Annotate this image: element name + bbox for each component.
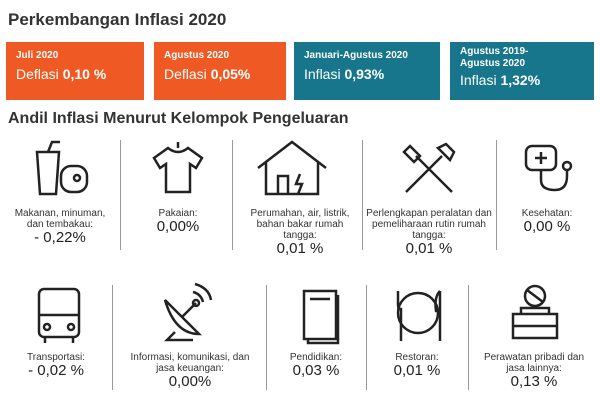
summary-box: Januari-Agustus 2020 Inflasi 0,93% [294,42,440,100]
title: Perkembangan Inflasi 2020 [8,10,227,29]
group: Informasi, komunikasi, dan jasa keuangan… [122,352,258,389]
group-value: 0,00% [168,373,212,390]
status: Deflasi [164,66,207,82]
group: Restoran: 0,01 % [366,352,468,378]
group: Pendidikan: 0,03 % [266,352,366,378]
icon-food [35,140,89,196]
group-value: - 0,22% [34,229,86,246]
group-value: 0,01 % [405,240,453,257]
group: Perumahan, air, listrik, bahan bakar rum… [240,208,360,256]
value: 0,10 % [62,66,107,82]
separator [112,285,113,390]
separator [468,285,469,390]
group-label: Makanan, minuman, dan tembakau: [14,208,106,230]
group-value: 0,03 % [292,362,340,379]
period: Januari-Agustus 2020 [304,50,408,61]
group-label: Perawatan pribadi dan jasa lainnya: [483,352,585,374]
icon-tools [402,142,456,193]
period: Agustus 2019-Agustus 2020 [460,46,529,69]
summary-box: Agustus 2019-Agustus 2020 Inflasi 1,32% [450,42,594,100]
section-title: Andil Inflasi Menurut Kelompok Pengeluar… [8,110,349,127]
group-value: 0,00% [156,218,200,235]
separator [266,285,267,390]
icon-health [524,144,573,192]
icon-bus [37,287,81,343]
group-label: Kesehatan: [521,208,573,219]
group-label: Restoran: [395,352,439,363]
group-value: 0,13 % [510,373,558,390]
separator [496,140,497,250]
group-label: Perumahan, air, listrik, bahan bakar rum… [250,208,350,241]
status: Inflasi [460,72,497,88]
group-value: 0,01 % [393,362,441,379]
group: Pakaian: 0,00% [118,208,238,234]
group: Perawatan pribadi dan jasa lainnya: 0,13 … [470,352,598,389]
separator [120,140,121,250]
group-label: Perlengkapan peralatan dan pemeliharaan … [366,208,492,241]
icon-restaurant [396,290,442,341]
group: Perlengkapan peralatan dan pemeliharaan … [366,208,492,256]
period: Agustus 2020 [164,50,230,61]
group: Kesehatan: 0,00 % [494,208,600,234]
separator [366,285,367,390]
group: Transportasi: - 0,02 % [0,352,112,378]
group: Makanan, minuman, dan tembakau: - 0,22% [0,208,120,245]
group-value: 0,01 % [276,240,324,257]
separator [232,140,233,250]
icon-shirt [152,142,204,194]
status: Inflasi [304,66,341,82]
group-label: Pendidikan: [289,352,343,363]
period: Juli 2020 [16,50,59,61]
group-label: Transportasi: [27,352,85,363]
icon-book [302,289,340,345]
group-value: 0,00 % [523,218,571,235]
icon-personal-care [511,284,559,340]
value: 0,93% [344,66,385,82]
status: Deflasi [16,66,59,82]
group-value: - 0,02 % [28,362,84,379]
separator [362,140,363,250]
icon-house [257,140,327,196]
value: 1,32% [500,72,541,88]
value: 0,05% [210,66,251,82]
icon-satellite [163,282,213,342]
summary-box: Agustus 2020 Deflasi 0,05% [154,42,286,100]
group-label: Informasi, komunikasi, dan jasa keuangan… [130,352,250,374]
group-label: Pakaian: [158,208,198,219]
summary-box: Juli 2020 Deflasi 0,10 % [6,42,144,100]
